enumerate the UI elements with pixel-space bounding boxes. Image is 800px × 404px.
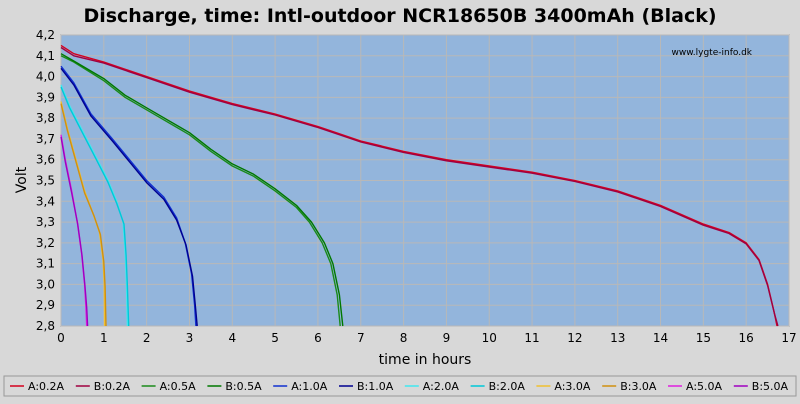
legend-label: A:0.2A xyxy=(28,380,65,393)
x-tick-label: 13 xyxy=(610,331,625,345)
y-tick-label: 3,9 xyxy=(36,90,55,104)
x-tick-label: 17 xyxy=(781,331,796,345)
x-tick-label: 0 xyxy=(57,331,65,345)
legend: A:0.2A B:0.2A A:0.5A B:0.5A A:1.0A B:1.0A A:2.… xyxy=(10,380,789,393)
x-tick-label: 12 xyxy=(567,331,582,345)
x-tick-label: 11 xyxy=(524,331,539,345)
legend-label: A:2.0A xyxy=(423,380,460,393)
y-tick-label: 3,4 xyxy=(36,194,55,208)
x-tick-label: 16 xyxy=(739,331,754,345)
legend-label: A:3.0A xyxy=(554,380,591,393)
legend-label: B:2.0A xyxy=(489,380,526,393)
legend-box xyxy=(3,375,797,397)
y-tick-label: 3,2 xyxy=(36,236,55,250)
axis-ticks: 0 1 2 3 4 5 6 7 8 9 10 11 12 13 14 15 16 172,82,93,03,13,… xyxy=(36,28,797,345)
y-tick-label: 2,9 xyxy=(36,298,55,312)
series-line xyxy=(60,103,107,327)
x-tick-label: 4 xyxy=(228,331,236,345)
x-tick-label: 5 xyxy=(271,331,279,345)
legend-label: B:1.0A xyxy=(357,380,394,393)
y-tick-label: 2,8 xyxy=(36,319,55,333)
x-tick-label: 15 xyxy=(696,331,711,345)
y-tick-label: 4,0 xyxy=(36,70,55,84)
x-tick-label: 1 xyxy=(100,331,108,345)
legend-label: B:5.0A xyxy=(752,380,789,393)
x-tick-label: 14 xyxy=(653,331,668,345)
x-tick-label: 9 xyxy=(443,331,451,345)
grid-lines xyxy=(60,34,790,327)
y-tick-label: 3,5 xyxy=(36,174,55,188)
y-tick-label: 3,8 xyxy=(36,111,55,125)
y-tick-label: 3,7 xyxy=(36,132,55,146)
x-tick-label: 2 xyxy=(143,331,151,345)
series-line xyxy=(60,84,129,327)
series-line xyxy=(60,53,344,327)
y-tick-label: 4,2 xyxy=(36,28,55,42)
y-tick-label: 3,1 xyxy=(36,257,55,271)
series-line xyxy=(60,46,779,327)
series-line xyxy=(60,67,198,327)
chart-title: Discharge, time: Intl-outdoor NCR18650B … xyxy=(83,5,716,27)
y-tick-label: 4,1 xyxy=(36,49,55,63)
legend-label: B:3.0A xyxy=(620,380,657,393)
x-tick-label: 7 xyxy=(357,331,365,345)
y-tick-label: 3,0 xyxy=(36,277,55,291)
x-axis-label: time in hours xyxy=(379,352,472,368)
series-line xyxy=(60,86,130,327)
x-tick-label: 3 xyxy=(186,331,194,345)
y-tick-label: 3,3 xyxy=(36,215,55,229)
legend-label: A:1.0A xyxy=(291,380,328,393)
y-tick-label: 3,6 xyxy=(36,153,55,167)
x-tick-label: 10 xyxy=(482,331,497,345)
legend-label: A:0.5A xyxy=(160,380,197,393)
legend-label: A:5.0A xyxy=(686,380,723,393)
series-lines xyxy=(60,44,779,327)
legend-label: B:0.2A xyxy=(94,380,131,393)
watermark: www.lygte-info.dk xyxy=(672,48,753,58)
series-line xyxy=(60,136,89,327)
x-tick-label: 8 xyxy=(400,331,408,345)
x-tick-label: 6 xyxy=(314,331,322,345)
y-axis-label: Volt xyxy=(14,166,30,193)
series-line xyxy=(60,55,341,327)
legend-label: B:0.5A xyxy=(225,380,262,393)
